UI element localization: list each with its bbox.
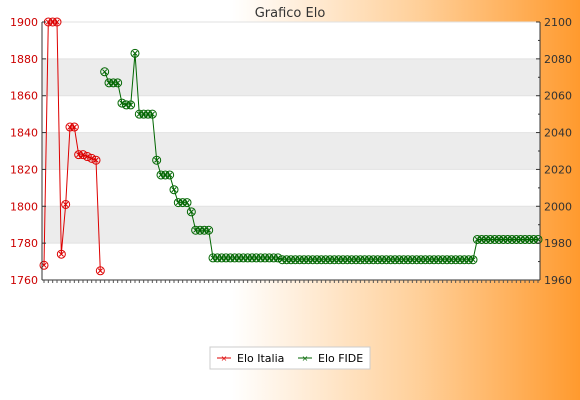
data-point bbox=[130, 48, 140, 58]
data-point-cross bbox=[115, 80, 121, 86]
data-point-cross bbox=[206, 227, 212, 233]
data-point bbox=[56, 249, 66, 259]
data-point-cross bbox=[97, 268, 103, 274]
data-point bbox=[87, 153, 97, 163]
legend: × Elo Italia × Elo FIDE bbox=[209, 346, 371, 370]
right-tick-label: 2080 bbox=[544, 53, 572, 66]
right-tick-label: 1980 bbox=[544, 237, 572, 250]
data-point bbox=[152, 155, 162, 165]
right-tick-label: 2100 bbox=[544, 16, 572, 29]
right-tick-label: 2020 bbox=[544, 163, 572, 176]
left-tick-label: 1780 bbox=[10, 237, 38, 250]
data-point-cross bbox=[102, 69, 108, 75]
data-point bbox=[468, 255, 478, 265]
data-point-cross bbox=[93, 157, 99, 163]
data-point-cross bbox=[71, 124, 77, 130]
data-point bbox=[147, 109, 157, 119]
data-point bbox=[78, 150, 88, 160]
data-point bbox=[273, 253, 283, 263]
legend-italia-marker: × bbox=[221, 354, 228, 363]
legend-fide-marker: × bbox=[302, 354, 309, 363]
right-y-axis: 1960 1980 2000 2020 2040 2060 2080 2100 bbox=[536, 16, 572, 287]
data-point bbox=[117, 98, 127, 108]
data-point-cross bbox=[535, 236, 541, 243]
legend-box bbox=[209, 346, 371, 370]
data-point-cross bbox=[167, 172, 173, 178]
right-tick-label: 2040 bbox=[544, 127, 572, 140]
right-tick-label: 2060 bbox=[544, 90, 572, 103]
data-point-cross bbox=[128, 102, 134, 108]
data-point-cross bbox=[154, 157, 160, 163]
left-tick-label: 1880 bbox=[10, 53, 38, 66]
data-point bbox=[186, 207, 196, 217]
data-point bbox=[91, 155, 101, 165]
data-point bbox=[82, 152, 92, 162]
x-axis-ticks bbox=[42, 279, 540, 283]
left-tick-label: 1800 bbox=[10, 200, 38, 213]
left-tick-label: 1820 bbox=[10, 163, 38, 176]
grid-band bbox=[42, 58, 540, 96]
data-point bbox=[113, 78, 123, 88]
data-point-cross bbox=[41, 262, 47, 268]
right-tick-label: 2000 bbox=[544, 200, 572, 213]
data-point bbox=[69, 122, 79, 132]
data-point bbox=[39, 260, 49, 270]
chart-title: Grafico Elo bbox=[255, 6, 326, 21]
legend-italia-label: Elo Italia bbox=[237, 352, 284, 365]
data-point bbox=[204, 225, 214, 235]
data-point-cross bbox=[58, 251, 64, 257]
data-point-cross bbox=[132, 50, 138, 56]
right-tick-label: 1960 bbox=[544, 274, 572, 287]
plot-background bbox=[42, 21, 540, 281]
data-point-cross bbox=[63, 201, 69, 207]
series-elo-italia bbox=[39, 17, 105, 276]
grid-band bbox=[42, 206, 540, 244]
data-point bbox=[100, 67, 110, 77]
data-point bbox=[182, 198, 192, 208]
series-elo-fide bbox=[100, 48, 543, 265]
data-point-cross bbox=[188, 209, 194, 215]
data-point-cross bbox=[184, 200, 190, 206]
left-tick-label: 1760 bbox=[10, 274, 38, 287]
data-point bbox=[61, 199, 71, 209]
data-point bbox=[165, 170, 175, 180]
left-tick-label: 1860 bbox=[10, 90, 38, 103]
data-point-cross bbox=[470, 257, 476, 263]
data-point-cross bbox=[54, 19, 60, 25]
legend-fide-label: Elo FIDE bbox=[318, 352, 363, 365]
data-point bbox=[126, 100, 136, 110]
data-point-cross bbox=[149, 111, 155, 117]
data-point-cross bbox=[171, 187, 177, 193]
data-point bbox=[95, 266, 105, 276]
left-y-axis: 1760 1780 1800 1820 1840 1860 1880 1900 bbox=[10, 16, 46, 287]
data-point bbox=[52, 17, 62, 27]
grid-band bbox=[42, 132, 540, 170]
data-point bbox=[169, 185, 179, 195]
left-tick-label: 1840 bbox=[10, 127, 38, 140]
left-tick-label: 1900 bbox=[10, 16, 38, 29]
